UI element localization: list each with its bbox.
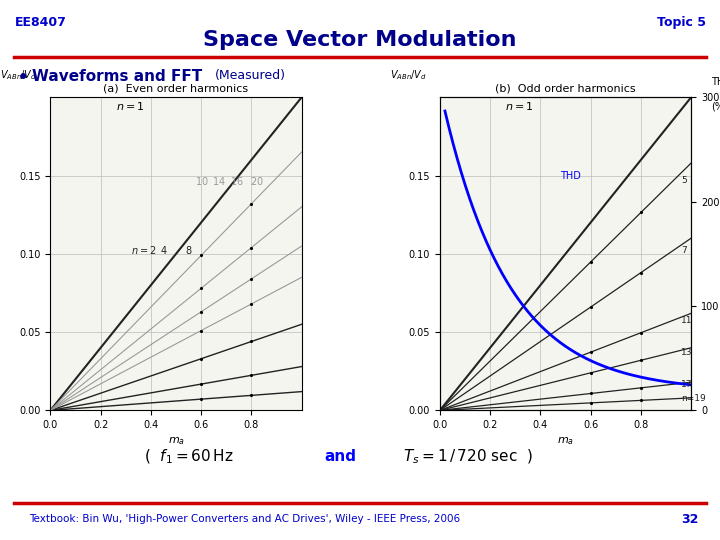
Text: $V_{ABn}/V_d$: $V_{ABn}/V_d$ bbox=[0, 68, 37, 82]
Text: $16$: $16$ bbox=[230, 175, 244, 187]
Text: 7: 7 bbox=[681, 246, 687, 255]
Text: 17: 17 bbox=[681, 380, 693, 389]
Text: THD: THD bbox=[561, 171, 582, 181]
X-axis label: $m_a$: $m_a$ bbox=[168, 436, 184, 448]
Text: and: and bbox=[324, 449, 356, 464]
Text: (%): (%) bbox=[711, 102, 720, 112]
Text: Space Vector Modulation: Space Vector Modulation bbox=[203, 30, 517, 50]
Text: Textbook: Bin Wu, 'High-Power Converters and AC Drives', Wiley - IEEE Press, 200: Textbook: Bin Wu, 'High-Power Converters… bbox=[29, 515, 460, 524]
Text: $n = 1$: $n = 1$ bbox=[116, 100, 145, 112]
Text: $20$: $20$ bbox=[250, 175, 264, 187]
Text: EE8407: EE8407 bbox=[14, 16, 66, 29]
Text: n=19: n=19 bbox=[681, 394, 706, 403]
Title: (b)  Odd order harmonics: (b) Odd order harmonics bbox=[495, 84, 636, 93]
Text: $V_{ABn}/V_d$: $V_{ABn}/V_d$ bbox=[390, 68, 426, 82]
Text: 11: 11 bbox=[681, 315, 693, 325]
Text: 32: 32 bbox=[681, 513, 698, 526]
Text: $4$: $4$ bbox=[160, 244, 167, 256]
Text: $10$: $10$ bbox=[195, 175, 209, 187]
Text: $8$: $8$ bbox=[185, 244, 192, 256]
X-axis label: $m_a$: $m_a$ bbox=[557, 436, 574, 448]
Text: 13: 13 bbox=[681, 348, 693, 356]
Text: $n = 2$: $n = 2$ bbox=[131, 244, 156, 256]
Text: Topic 5: Topic 5 bbox=[657, 16, 706, 29]
Title: (a)  Even order harmonics: (a) Even order harmonics bbox=[104, 84, 248, 93]
Text: Waveforms and FFT: Waveforms and FFT bbox=[32, 69, 202, 84]
Text: $14$: $14$ bbox=[212, 175, 226, 187]
Text: $T_s = 1\,/\,720\ \mathrm{sec}$  ): $T_s = 1\,/\,720\ \mathrm{sec}$ ) bbox=[403, 447, 533, 465]
Text: (Measured): (Measured) bbox=[215, 69, 286, 82]
Text: THD: THD bbox=[711, 77, 720, 87]
Text: •: • bbox=[18, 69, 29, 86]
Text: $n = 1$: $n = 1$ bbox=[505, 100, 534, 112]
Text: (  $f_1 = 60\,\mathrm{Hz}$: ( $f_1 = 60\,\mathrm{Hz}$ bbox=[144, 447, 234, 465]
Text: 5: 5 bbox=[681, 176, 687, 185]
